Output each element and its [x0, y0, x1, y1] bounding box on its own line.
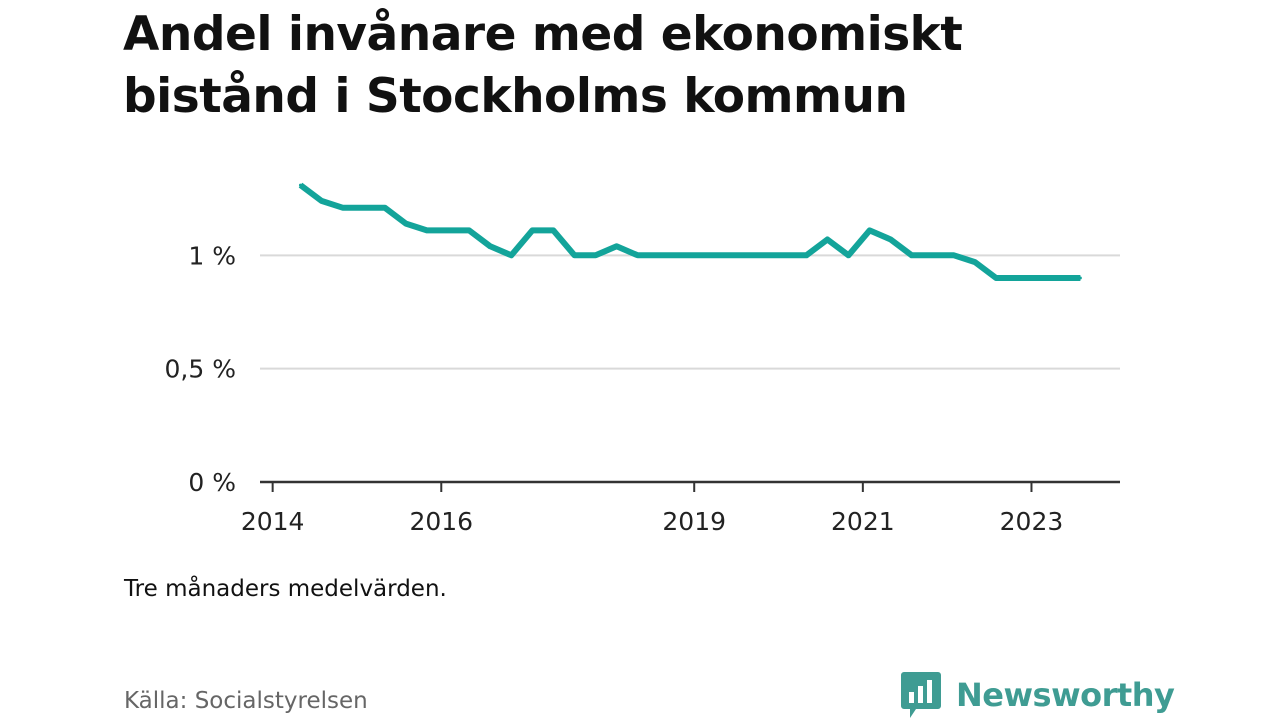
data-point — [741, 253, 745, 257]
data-point — [699, 253, 703, 257]
y-tick-label: 0,5 % — [165, 355, 236, 384]
data-point — [446, 228, 450, 232]
data-point — [509, 253, 513, 257]
data-point — [657, 253, 661, 257]
data-point — [615, 244, 619, 248]
brand-logo: Newsworthy — [900, 670, 1175, 720]
y-tick-labels: 0 % 0,5 % 1 % — [165, 241, 236, 497]
data-point — [847, 253, 851, 257]
data-point — [383, 206, 387, 210]
data-point — [1057, 276, 1061, 280]
data-point — [868, 228, 872, 232]
chart-title: Andel invånare med ekonomiskt bistånd i … — [123, 7, 963, 124]
data-point — [910, 253, 914, 257]
data-point — [762, 253, 766, 257]
x-tick-labels: 2014 2016 2019 2021 2023 — [241, 482, 1063, 536]
series-layer — [298, 182, 1082, 281]
data-point — [952, 253, 956, 257]
data-point — [572, 253, 576, 257]
data-point — [931, 253, 935, 257]
data-point — [636, 253, 640, 257]
brand-name: Newsworthy — [956, 676, 1175, 714]
data-point — [973, 260, 977, 264]
data-point — [1015, 276, 1019, 280]
data-point — [720, 253, 724, 257]
data-point — [362, 206, 366, 210]
data-point — [1036, 276, 1040, 280]
data-point — [889, 237, 893, 241]
y-tick-label: 1 % — [188, 241, 236, 270]
data-point — [341, 206, 345, 210]
x-tick-label: 2014 — [241, 507, 305, 536]
data-point — [1078, 276, 1082, 280]
x-tick-label: 2023 — [1000, 507, 1064, 536]
data-point — [825, 237, 829, 241]
data-point — [425, 228, 429, 232]
data-point — [594, 253, 598, 257]
y-tick-label: 0 % — [188, 468, 236, 497]
x-tick-label: 2021 — [831, 507, 895, 536]
data-point — [530, 228, 534, 232]
data-point — [678, 253, 682, 257]
data-point — [320, 199, 324, 203]
series-line — [298, 182, 1081, 281]
data-point — [783, 253, 787, 257]
x-tick-label: 2019 — [662, 507, 726, 536]
data-point — [467, 228, 471, 232]
data-point — [488, 244, 492, 248]
data-point — [404, 222, 408, 226]
data-point — [804, 253, 808, 257]
chart-note: Tre månaders medelvärden. — [124, 576, 447, 602]
data-point — [994, 276, 998, 280]
newsworthy-logo-icon — [901, 672, 941, 718]
source-text: Källa: Socialstyrelsen — [124, 688, 368, 714]
data-point — [551, 228, 555, 232]
x-tick-label: 2016 — [409, 507, 473, 536]
data-point — [298, 183, 302, 187]
